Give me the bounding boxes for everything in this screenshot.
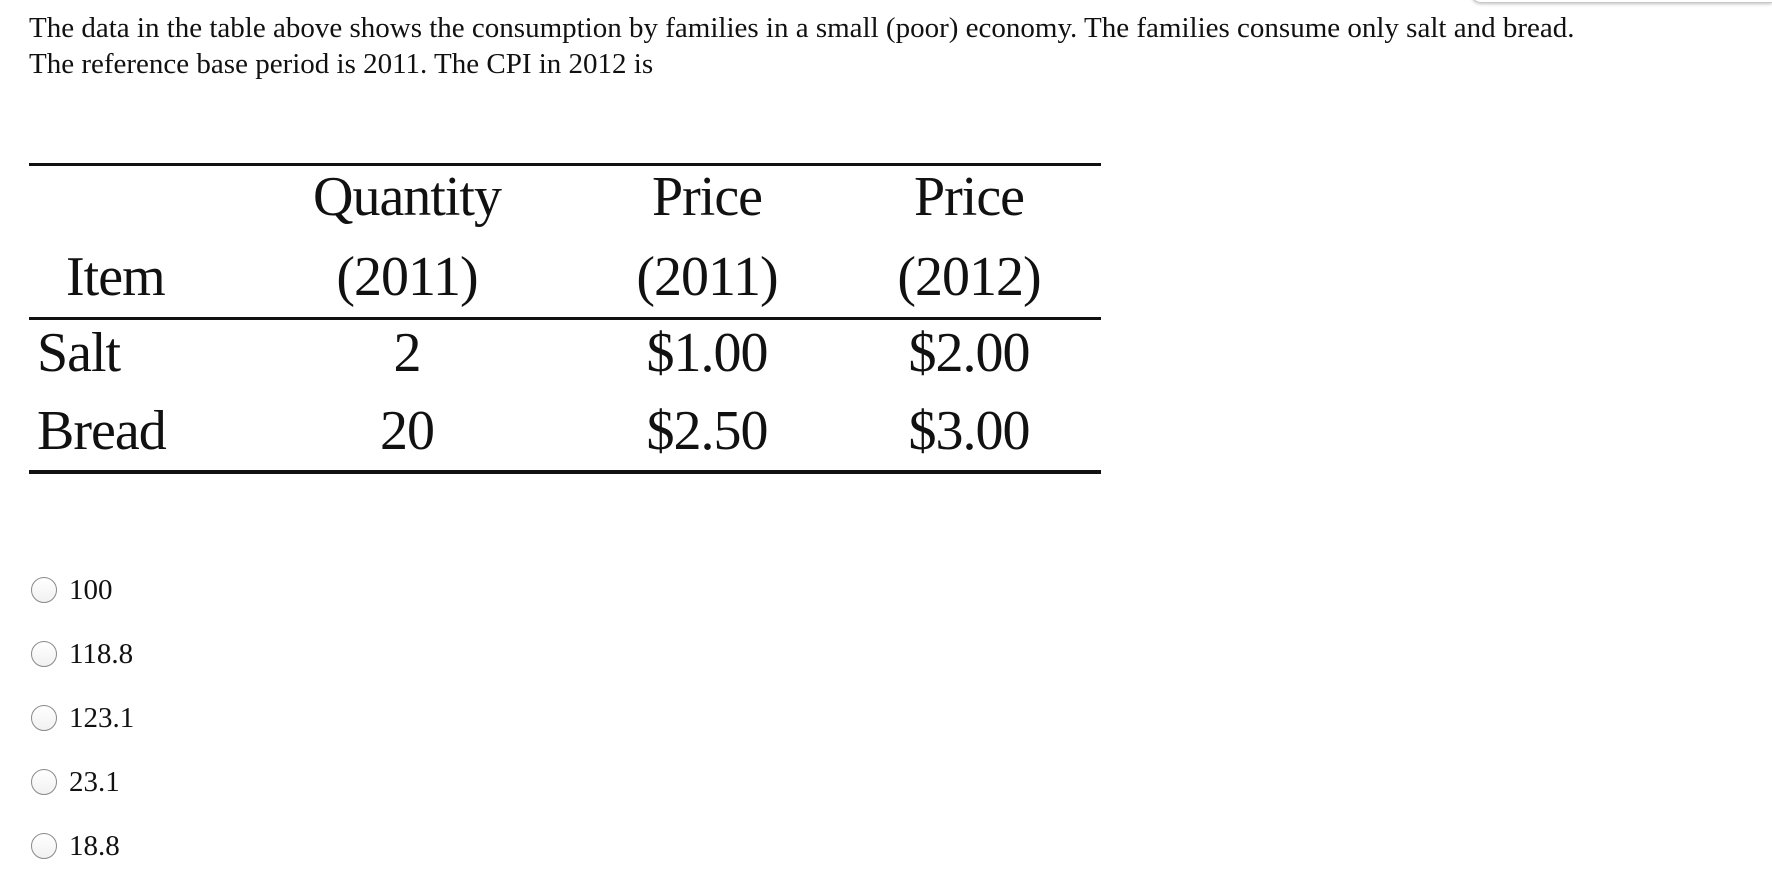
option-4[interactable]: 23.1 xyxy=(31,750,134,814)
option-2[interactable]: 118.8 xyxy=(31,622,134,686)
option-1-radio[interactable] xyxy=(31,577,57,603)
option-5[interactable]: 18.8 xyxy=(31,814,134,878)
row-salt-item: Salt xyxy=(37,322,121,384)
header-price-2011-label: Price xyxy=(651,166,763,228)
row-bread-price-2011: $2.50 xyxy=(646,400,769,462)
question-text: The data in the table above shows the co… xyxy=(29,10,1749,82)
option-4-radio[interactable] xyxy=(31,769,57,795)
option-3-radio[interactable] xyxy=(31,705,57,731)
header-price-2012-label: Price xyxy=(913,166,1025,228)
window-corner-edge xyxy=(1471,0,1772,3)
row-salt-quantity: 2 xyxy=(393,322,422,384)
table-bottom-rule xyxy=(29,470,1101,474)
header-price-2011-year: (2011) xyxy=(636,246,778,308)
header-price-2012-year: (2012) xyxy=(897,246,1041,308)
answer-options: 100 118.8 123.1 23.1 18.8 xyxy=(31,558,134,878)
option-4-label[interactable]: 23.1 xyxy=(69,766,120,798)
option-3[interactable]: 123.1 xyxy=(31,686,134,750)
table-header-rule xyxy=(29,317,1101,320)
option-5-radio[interactable] xyxy=(31,833,57,859)
row-salt-price-2012: $2.00 xyxy=(908,322,1031,384)
question-line-2: The reference base period is 2011. The C… xyxy=(29,48,654,80)
row-bread-price-2012: $3.00 xyxy=(908,400,1031,462)
table-top-rule xyxy=(29,163,1101,166)
option-1-label[interactable]: 100 xyxy=(69,574,113,606)
option-2-radio[interactable] xyxy=(31,641,57,667)
consumption-table: Quantity Price Price Item (2011) (2011) … xyxy=(29,163,1101,475)
header-item: Item xyxy=(66,246,166,308)
option-3-label[interactable]: 123.1 xyxy=(69,702,135,734)
option-1[interactable]: 100 xyxy=(31,558,134,622)
row-bread-quantity: 20 xyxy=(380,400,435,462)
header-quantity-label: Quantity xyxy=(313,166,502,228)
question-line-1: The data in the table above shows the co… xyxy=(29,12,1575,44)
option-2-label[interactable]: 118.8 xyxy=(69,638,134,670)
option-5-label[interactable]: 18.8 xyxy=(69,830,120,862)
row-bread-item: Bread xyxy=(37,400,167,462)
header-quantity-year: (2011) xyxy=(336,246,478,308)
row-salt-price-2011: $1.00 xyxy=(646,322,769,384)
